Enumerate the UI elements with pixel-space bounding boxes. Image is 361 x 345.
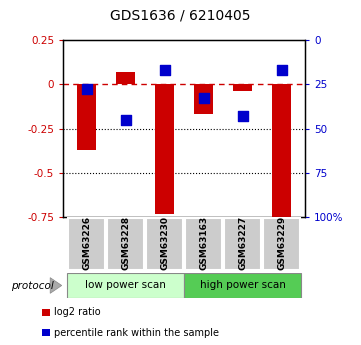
Point: [84, 87, 90, 92]
Bar: [42, 329, 49, 336]
Bar: [67, 273, 184, 298]
Text: GSM63230: GSM63230: [160, 216, 169, 270]
Bar: [155, 84, 174, 214]
Text: GDS1636 / 6210405: GDS1636 / 6210405: [110, 9, 251, 23]
Text: GSM63229: GSM63229: [277, 216, 286, 270]
Bar: [107, 218, 144, 270]
Point: [279, 67, 284, 73]
Text: GSM63226: GSM63226: [82, 216, 91, 270]
Text: GSM63227: GSM63227: [238, 216, 247, 270]
Bar: [263, 218, 300, 270]
Bar: [184, 273, 301, 298]
Bar: [194, 84, 213, 114]
Text: GSM63228: GSM63228: [121, 216, 130, 270]
Bar: [68, 218, 105, 270]
Bar: [42, 308, 49, 315]
Polygon shape: [50, 278, 62, 293]
Bar: [272, 84, 291, 217]
Text: percentile rank within the sample: percentile rank within the sample: [54, 328, 219, 338]
Bar: [185, 218, 222, 270]
Text: low power scan: low power scan: [85, 280, 166, 290]
Text: high power scan: high power scan: [200, 280, 286, 290]
Text: GSM63163: GSM63163: [199, 216, 208, 270]
Text: protocol: protocol: [11, 282, 53, 291]
Bar: [116, 72, 135, 84]
Bar: [233, 84, 252, 91]
Bar: [146, 218, 183, 270]
Text: log2 ratio: log2 ratio: [54, 307, 101, 317]
Point: [162, 67, 168, 73]
Point: [240, 113, 245, 119]
Point: [123, 117, 129, 122]
Bar: [77, 84, 96, 150]
Bar: [224, 218, 261, 270]
Point: [201, 96, 206, 101]
